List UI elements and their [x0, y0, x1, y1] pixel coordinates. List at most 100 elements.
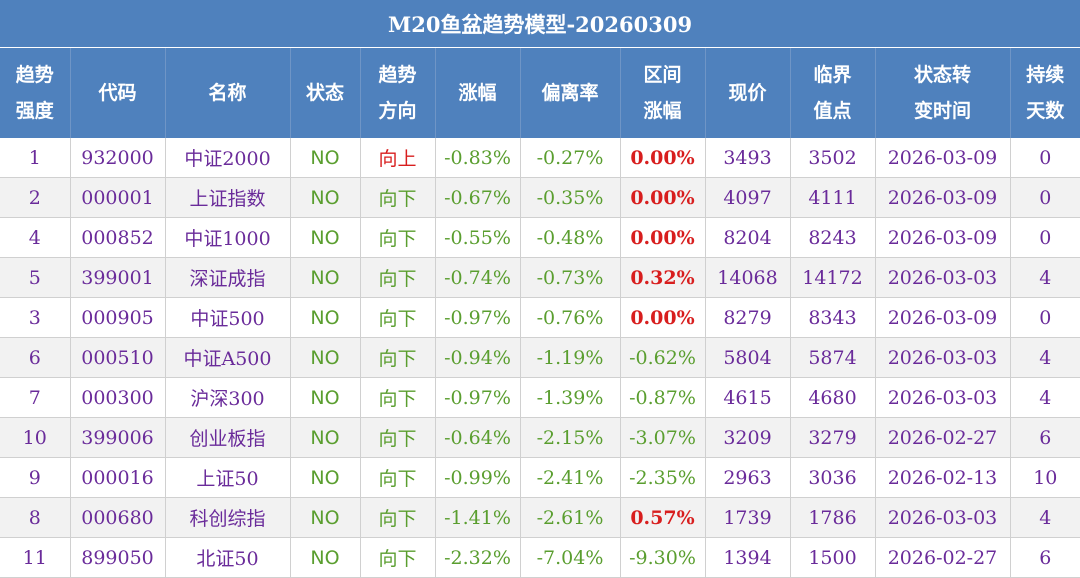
rank-cell: 2	[0, 177, 71, 218]
change-cell: -0.99%	[435, 457, 521, 498]
change-cell: -0.94%	[435, 337, 521, 378]
header-duration-days-line: 持续	[1026, 64, 1065, 86]
status-cell: NO	[290, 138, 361, 178]
header-critical-point: 临界 值点	[790, 47, 876, 138]
table-row: 5 399001 深证成指 NO 向下 -0.74% -0.73% 0.32% 14068 141…	[0, 257, 1080, 298]
table-row: 1 932000 中证2000 NO 向上 -0.83% -0.27% 0.00% 3493 35…	[0, 138, 1080, 178]
header-interval-change-line: 区间	[643, 64, 682, 86]
deviation-cell: -2.61%	[520, 497, 621, 538]
name-cell: 科创综指	[165, 497, 291, 538]
critical-point-cell: 3279	[790, 417, 876, 458]
status-cell: NO	[290, 497, 361, 538]
status-cell: NO	[290, 537, 361, 578]
header-price: 现价	[705, 47, 791, 138]
code-cell: 000016	[70, 457, 166, 498]
name-cell: 中证500	[165, 297, 291, 338]
price-cell: 4097	[705, 177, 791, 218]
deviation-cell: -1.19%	[520, 337, 621, 378]
status-cell: NO	[290, 297, 361, 338]
interval-change-cell: -3.07%	[620, 417, 706, 458]
status-cell: NO	[290, 457, 361, 498]
price-cell: 1739	[705, 497, 791, 538]
direction-cell: 向下	[360, 177, 436, 218]
critical-point-cell: 3036	[790, 457, 876, 498]
critical-point-cell: 5874	[790, 337, 876, 378]
switch-time-cell: 2026-03-09	[875, 297, 1011, 338]
code-cell: 000852	[70, 217, 166, 258]
rank-cell: 4	[0, 217, 71, 258]
header-interval-change: 区间 涨幅	[620, 47, 706, 138]
interval-change-cell: 0.00%	[620, 177, 706, 218]
table-row: 7 000300 沪深300 NO 向下 -0.97% -1.39% -0.87% 4615 46…	[0, 377, 1080, 418]
interval-change-cell: 0.32%	[620, 257, 706, 298]
rank-cell: 8	[0, 497, 71, 538]
header-trend-strength-line: 强度	[15, 100, 54, 122]
header-change-line: 涨幅	[458, 82, 497, 104]
duration-days-cell: 0	[1010, 297, 1080, 338]
price-cell: 8279	[705, 297, 791, 338]
table-row: 10 399006 创业板指 NO 向下 -0.64% -2.15% -3.07% 3209 32…	[0, 417, 1080, 458]
interval-change-cell: -9.30%	[620, 537, 706, 578]
name-cell: 中证A500	[165, 337, 291, 378]
table-row: 9 000016 上证50 NO 向下 -0.99% -2.41% -2.35% 2963 303…	[0, 457, 1080, 498]
table-title: M20鱼盆趋势模型-20260309	[0, 0, 1080, 48]
header-name: 名称	[165, 47, 291, 138]
header-switch-time-line: 变时间	[913, 100, 971, 122]
direction-cell: 向下	[360, 257, 436, 298]
deviation-cell: -7.04%	[520, 537, 621, 578]
code-cell: 000905	[70, 297, 166, 338]
change-cell: -0.64%	[435, 417, 521, 458]
deviation-cell: -0.73%	[520, 257, 621, 298]
rank-cell: 11	[0, 537, 71, 578]
deviation-cell: -0.48%	[520, 217, 621, 258]
duration-days-cell: 4	[1010, 257, 1080, 298]
table-body: 1 932000 中证2000 NO 向上 -0.83% -0.27% 0.00% 3493 35…	[0, 138, 1080, 578]
change-cell: -0.67%	[435, 177, 521, 218]
duration-days-cell: 0	[1010, 217, 1080, 258]
header-trend-strength: 趋势 强度	[0, 47, 71, 138]
rank-cell: 7	[0, 377, 71, 418]
duration-days-cell: 4	[1010, 377, 1080, 418]
switch-time-cell: 2026-03-09	[875, 217, 1011, 258]
switch-time-cell: 2026-03-09	[875, 177, 1011, 218]
status-cell: NO	[290, 377, 361, 418]
critical-point-cell: 8243	[790, 217, 876, 258]
switch-time-cell: 2026-03-03	[875, 497, 1011, 538]
rank-cell: 6	[0, 337, 71, 378]
header-switch-time-line: 状态转	[913, 64, 971, 86]
switch-time-cell: 2026-02-27	[875, 537, 1011, 578]
switch-time-cell: 2026-02-13	[875, 457, 1011, 498]
change-cell: -0.97%	[435, 377, 521, 418]
rank-cell: 5	[0, 257, 71, 298]
switch-time-cell: 2026-03-03	[875, 337, 1011, 378]
header-change: 涨幅	[435, 47, 521, 138]
direction-cell: 向下	[360, 417, 436, 458]
price-cell: 1394	[705, 537, 791, 578]
table-row: 2 000001 上证指数 NO 向下 -0.67% -0.35% 0.00% 4097 4111…	[0, 177, 1080, 218]
price-cell: 3493	[705, 138, 791, 178]
header-deviation: 偏离率	[520, 47, 621, 138]
interval-change-cell: 0.00%	[620, 217, 706, 258]
switch-time-cell: 2026-03-09	[875, 138, 1011, 178]
header-interval-change-line: 涨幅	[643, 100, 682, 122]
critical-point-cell: 14172	[790, 257, 876, 298]
critical-point-cell: 8343	[790, 297, 876, 338]
duration-days-cell: 6	[1010, 537, 1080, 578]
header-critical-point-line: 值点	[813, 100, 852, 122]
status-cell: NO	[290, 337, 361, 378]
interval-change-cell: -2.35%	[620, 457, 706, 498]
price-cell: 3209	[705, 417, 791, 458]
change-cell: -1.41%	[435, 497, 521, 538]
header-deviation-line: 偏离率	[541, 82, 599, 104]
price-cell: 5804	[705, 337, 791, 378]
switch-time-cell: 2026-02-27	[875, 417, 1011, 458]
header-code: 代码	[70, 47, 166, 138]
direction-cell: 向下	[360, 337, 436, 378]
deviation-cell: -1.39%	[520, 377, 621, 418]
change-cell: -2.32%	[435, 537, 521, 578]
name-cell: 中证1000	[165, 217, 291, 258]
status-cell: NO	[290, 417, 361, 458]
header-critical-point-line: 临界	[813, 64, 852, 86]
price-cell: 4615	[705, 377, 791, 418]
